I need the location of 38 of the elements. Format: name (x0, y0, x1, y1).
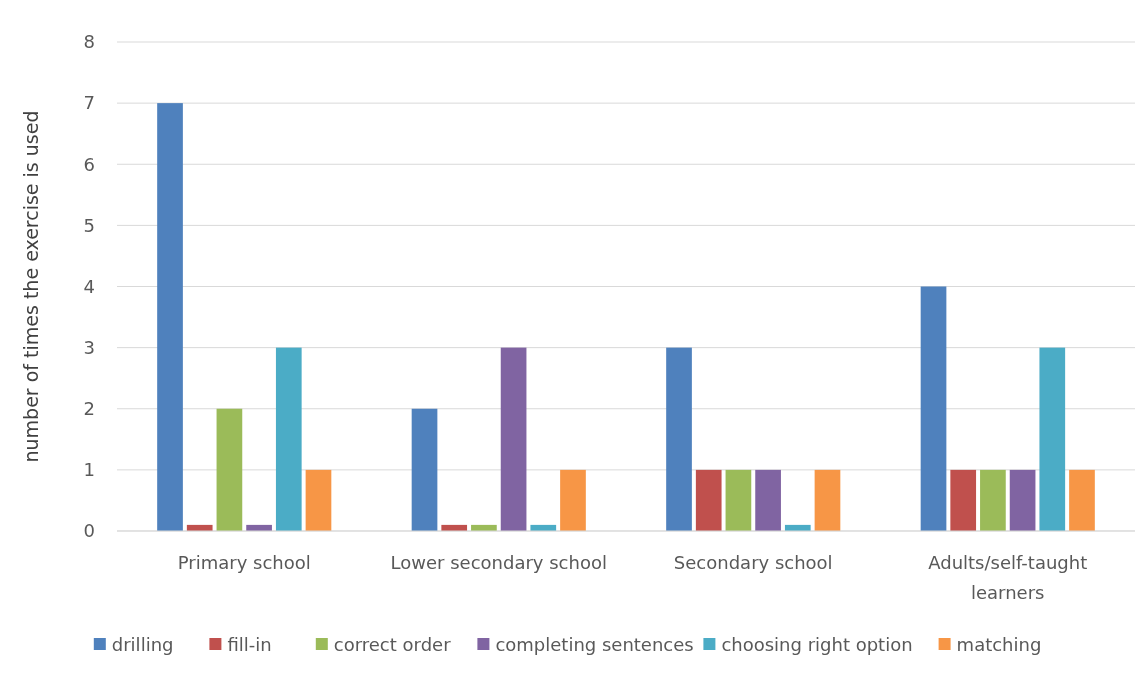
bar (157, 103, 183, 531)
bar (500, 347, 527, 531)
y-tick-label: 7 (83, 92, 95, 114)
bar (695, 469, 722, 531)
bar (275, 347, 302, 531)
legend-label: matching (956, 634, 1042, 656)
y-tick-label: 1 (83, 459, 95, 481)
bar (814, 469, 841, 531)
bar (980, 469, 1006, 531)
x-tick-label: Primary school (177, 552, 311, 573)
bar (666, 347, 692, 531)
x-tick-label: Secondary school (673, 552, 833, 573)
bar (560, 469, 586, 531)
y-tick-label: 3 (83, 336, 95, 358)
y-tick-label: 8 (83, 31, 95, 53)
y-tick-label: 0 (83, 520, 95, 542)
legend-label: fill-in (227, 634, 272, 656)
legend-label: drilling (111, 634, 174, 656)
y-tick-label: 6 (83, 153, 95, 175)
y-tick-label: 4 (83, 275, 95, 297)
y-tick-label: 2 (83, 398, 95, 420)
y-tick-label: 5 (83, 214, 95, 236)
bar (216, 408, 243, 531)
x-tick-label: Lower secondary school (390, 552, 607, 573)
bar (1069, 469, 1095, 531)
y-axis-title: number of times the exercise is used (20, 110, 42, 463)
bar (1039, 347, 1066, 531)
bar (725, 469, 752, 531)
x-tick-label: Adults/self-taught learners (928, 552, 1088, 603)
bar (950, 469, 977, 531)
bar (755, 469, 781, 531)
bar (305, 469, 332, 531)
bar (920, 286, 947, 531)
bar (411, 408, 438, 531)
bar (1009, 469, 1036, 531)
legend-label: correct order (333, 634, 452, 656)
legend-label: choosing right option (721, 634, 913, 656)
legend-label: completing sentences (495, 634, 694, 656)
